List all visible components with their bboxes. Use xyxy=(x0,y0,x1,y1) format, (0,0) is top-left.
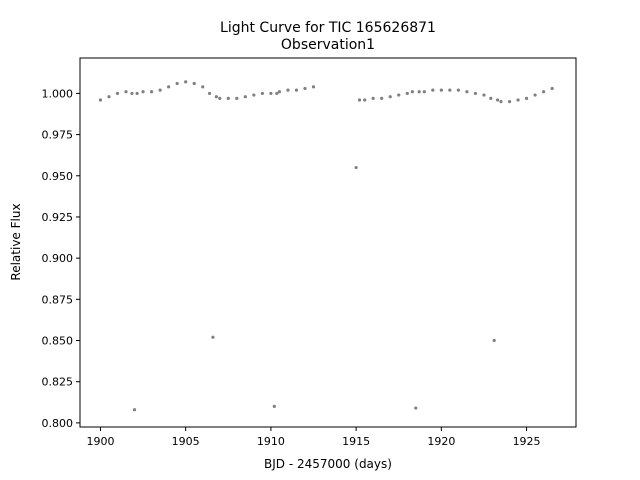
data-point xyxy=(294,88,299,92)
data-point xyxy=(363,98,367,102)
x-axis-label: BJD - 2457000 (days) xyxy=(264,457,392,471)
data-point xyxy=(473,91,478,96)
y-tick-label: 0.975 xyxy=(42,129,74,142)
data-point xyxy=(492,338,496,343)
y-tick-label: 0.875 xyxy=(42,293,74,306)
data-point xyxy=(311,85,316,89)
data-point xyxy=(499,100,503,104)
x-tick-label: 1905 xyxy=(172,435,200,448)
data-point xyxy=(141,90,145,94)
data-point xyxy=(397,93,401,97)
data-layer xyxy=(98,80,554,412)
y-tick-label: 0.925 xyxy=(42,211,74,224)
data-point xyxy=(252,93,256,97)
data-point xyxy=(269,91,273,96)
data-point xyxy=(107,95,111,99)
data-point xyxy=(414,406,418,410)
data-point xyxy=(357,98,362,102)
data-point xyxy=(218,96,222,100)
data-point xyxy=(448,88,452,92)
data-point xyxy=(303,86,307,91)
data-point xyxy=(235,96,239,100)
plot-frame xyxy=(79,57,577,428)
data-point xyxy=(550,86,554,91)
data-point xyxy=(516,98,520,102)
data-point xyxy=(130,91,134,96)
chart-subtitle: Observation1 xyxy=(281,37,375,53)
data-point xyxy=(124,90,128,94)
data-point xyxy=(524,96,529,100)
data-point xyxy=(482,93,486,97)
data-point xyxy=(226,96,230,100)
data-point xyxy=(542,90,546,94)
y-axis: 0.800 0.825 0.850 0.875 0.900 0.925 0.950 0.975… xyxy=(42,87,80,430)
x-tick-label: 1910 xyxy=(257,435,285,448)
data-point xyxy=(489,96,493,100)
y-tick-label: 0.950 xyxy=(42,170,74,183)
data-point xyxy=(410,90,414,94)
data-point xyxy=(277,90,282,94)
data-point xyxy=(132,408,137,412)
data-point xyxy=(275,91,279,96)
data-point xyxy=(507,100,512,104)
chart-title: Light Curve for TIC 165626871 xyxy=(220,20,436,36)
data-point xyxy=(272,404,276,409)
y-tick-label: 0.850 xyxy=(42,335,74,348)
data-point xyxy=(184,80,188,84)
data-point xyxy=(201,85,205,89)
data-point xyxy=(135,91,139,96)
y-axis-label: Relative Flux xyxy=(9,203,23,280)
y-tick-label: 0.800 xyxy=(42,417,74,430)
data-point xyxy=(495,98,500,102)
data-point xyxy=(405,91,409,96)
data-point xyxy=(422,90,426,94)
data-point xyxy=(192,81,196,86)
data-point xyxy=(439,88,443,92)
data-point xyxy=(243,95,247,99)
x-tick-label: 1900 xyxy=(86,435,114,448)
data-point xyxy=(115,91,120,96)
data-point xyxy=(214,95,218,99)
data-point xyxy=(149,90,154,94)
data-point xyxy=(417,90,421,94)
data-point xyxy=(260,91,264,96)
data-point xyxy=(380,96,384,100)
data-point xyxy=(207,91,212,96)
data-point xyxy=(286,88,290,92)
y-tick-label: 1.000 xyxy=(42,87,74,100)
data-series xyxy=(98,80,554,412)
data-point xyxy=(465,90,469,94)
data-point xyxy=(456,88,460,92)
data-point xyxy=(388,95,392,99)
data-point xyxy=(533,93,537,97)
data-point xyxy=(167,85,171,89)
data-point xyxy=(98,98,103,102)
data-point xyxy=(371,96,375,100)
data-point xyxy=(211,335,215,339)
x-tick-label: 1925 xyxy=(513,435,541,448)
x-axis: 1900 1905 1910 1915 1920 1925 xyxy=(86,427,541,448)
data-point xyxy=(431,88,435,92)
data-point xyxy=(354,165,358,170)
data-point xyxy=(158,88,162,92)
x-tick-label: 1920 xyxy=(427,435,455,448)
y-tick-label: 0.900 xyxy=(42,252,74,265)
x-tick-label: 1915 xyxy=(342,435,370,448)
y-tick-label: 0.825 xyxy=(42,376,74,389)
data-point xyxy=(175,81,179,86)
